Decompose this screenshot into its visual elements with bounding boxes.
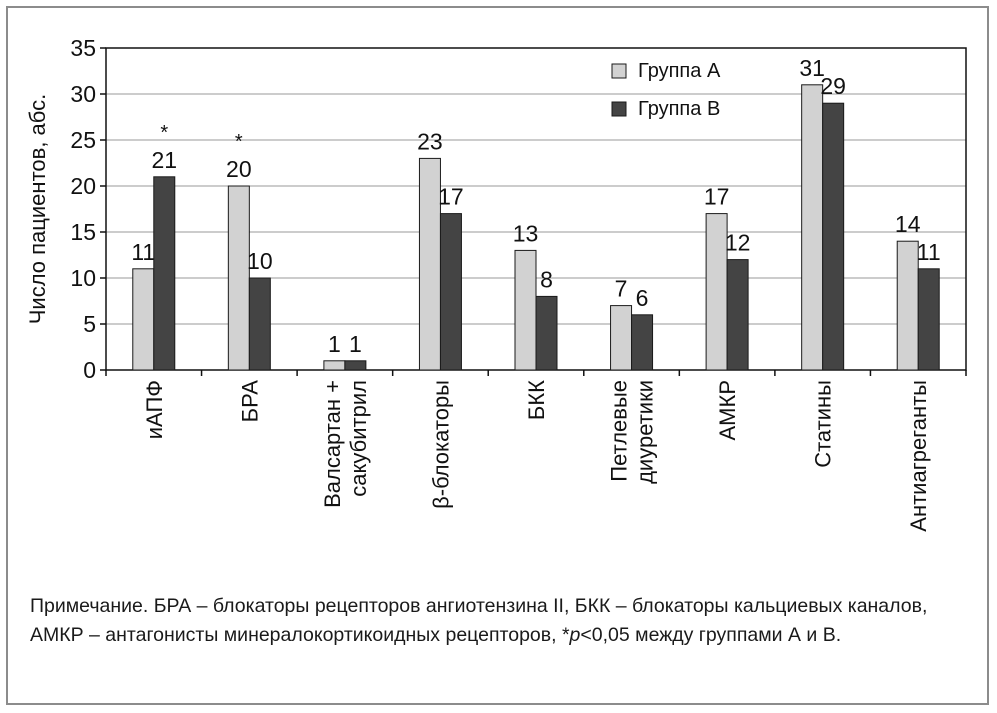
bar-group-b [917,268,940,371]
data-label: 14 [895,211,921,237]
bar-group-a [610,305,633,371]
bar-group-b [344,360,367,371]
note-text-prefix: Примечание. БРА – блокаторы рецепторов а… [30,595,928,646]
data-label: 17 [438,184,464,210]
x-tick-label: Валсартан + [320,380,345,508]
significance-marker: * [235,131,243,153]
legend-label: Группа В [638,98,720,120]
data-label: 6 [636,285,649,311]
bar-group-a [514,249,537,371]
bar-group-b [153,176,176,371]
bar-group-b [439,213,462,371]
y-tick-label: 30 [70,81,96,107]
data-label: 7 [615,276,628,302]
data-label: 31 [799,55,825,81]
data-label: 29 [820,73,846,99]
figure-note: Примечание. БРА – блокаторы рецепторов а… [30,592,960,650]
note-p-symbol: p [569,624,581,646]
bar-group-a [227,185,250,371]
bar-group-a [132,268,155,371]
y-tick-label: 20 [70,173,96,199]
bar-group-b [631,314,654,371]
bar-group-a [896,240,919,371]
y-tick-label: 5 [83,311,96,337]
x-tick-label: БКК [524,380,549,420]
bar-group-a [323,360,346,371]
data-label: 1 [349,331,362,357]
data-label: 10 [247,248,273,274]
y-tick-label: 25 [70,127,96,153]
note-text-suffix: <0,05 между группами А и В. [580,624,842,646]
bar-group-b [726,259,749,371]
x-tick-label: β-блокаторы [428,380,453,509]
y-tick-label: 15 [70,219,96,245]
data-label: 20 [226,156,252,182]
bar-group-b [248,277,271,371]
data-label: 11 [131,239,155,265]
y-tick-label: 0 [83,357,96,383]
legend-label: Группа А [638,60,721,82]
legend-swatch-group-b [611,101,627,117]
data-label: 21 [151,147,177,173]
y-tick-label: 10 [70,265,96,291]
legend-swatch-group-a [611,63,627,79]
x-tick-label: Антиагреганты [906,380,931,532]
x-tick-label: диуретики [633,380,658,484]
x-tick-label: Петлевые [607,380,632,482]
x-tick-label: БРА [237,380,262,423]
bar-group-b [822,102,845,371]
bar-group-b [535,295,558,371]
x-tick-label: Статины [811,380,836,468]
y-tick-label: 35 [70,35,96,61]
x-tick-label: сакубитрил [346,380,371,497]
bar-group-a [801,84,824,371]
data-label: 17 [704,184,730,210]
data-label: 12 [725,230,751,256]
data-label: 23 [417,128,443,154]
significance-marker: * [160,122,168,144]
y-axis-label: Число пациентов, абс. [25,94,50,324]
data-label: 1 [328,331,341,357]
data-label: 13 [513,220,539,246]
data-label: 11 [917,239,941,265]
data-label: 8 [540,266,553,292]
x-tick-label: АМКР [715,380,740,441]
x-tick-label: иАПФ [142,380,167,439]
